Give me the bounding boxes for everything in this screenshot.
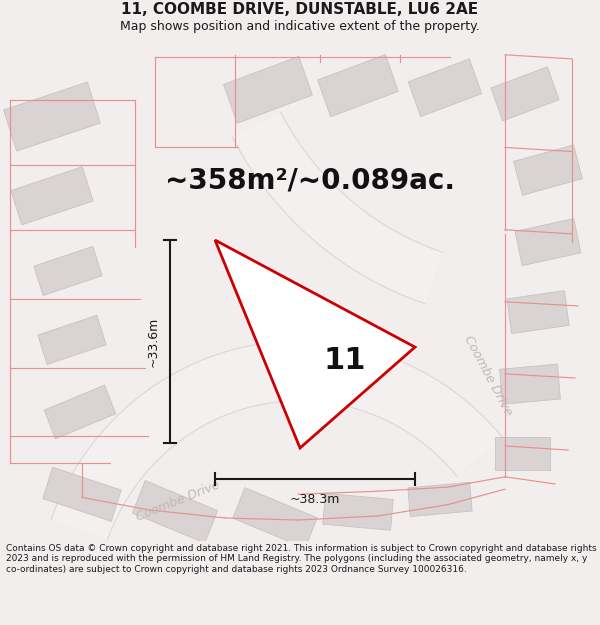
Polygon shape bbox=[11, 167, 93, 225]
Polygon shape bbox=[224, 56, 313, 123]
Polygon shape bbox=[409, 59, 482, 117]
Polygon shape bbox=[215, 240, 415, 448]
Polygon shape bbox=[507, 291, 569, 334]
Text: ~38.3m: ~38.3m bbox=[290, 493, 340, 506]
Polygon shape bbox=[515, 219, 581, 266]
Polygon shape bbox=[43, 468, 121, 521]
Polygon shape bbox=[4, 82, 100, 151]
Text: ~33.6m: ~33.6m bbox=[147, 316, 160, 367]
Polygon shape bbox=[233, 488, 317, 548]
Polygon shape bbox=[494, 437, 550, 469]
Polygon shape bbox=[514, 145, 583, 195]
Text: Coombe Drive: Coombe Drive bbox=[134, 479, 222, 524]
Text: Map shows position and indicative extent of the property.: Map shows position and indicative extent… bbox=[120, 19, 480, 32]
Polygon shape bbox=[38, 316, 106, 364]
Polygon shape bbox=[323, 493, 393, 530]
Text: Coombe Drive: Coombe Drive bbox=[461, 334, 515, 418]
Polygon shape bbox=[408, 482, 472, 517]
Text: 11: 11 bbox=[324, 346, 366, 375]
Text: Contains OS data © Crown copyright and database right 2021. This information is : Contains OS data © Crown copyright and d… bbox=[6, 544, 596, 574]
Polygon shape bbox=[34, 246, 102, 296]
Polygon shape bbox=[491, 67, 559, 121]
Text: 11, COOMBE DRIVE, DUNSTABLE, LU6 2AE: 11, COOMBE DRIVE, DUNSTABLE, LU6 2AE bbox=[121, 1, 479, 16]
Polygon shape bbox=[317, 54, 398, 117]
Polygon shape bbox=[133, 481, 218, 543]
Polygon shape bbox=[44, 385, 116, 439]
Text: ~358m²/~0.089ac.: ~358m²/~0.089ac. bbox=[165, 166, 455, 194]
Polygon shape bbox=[500, 364, 560, 404]
